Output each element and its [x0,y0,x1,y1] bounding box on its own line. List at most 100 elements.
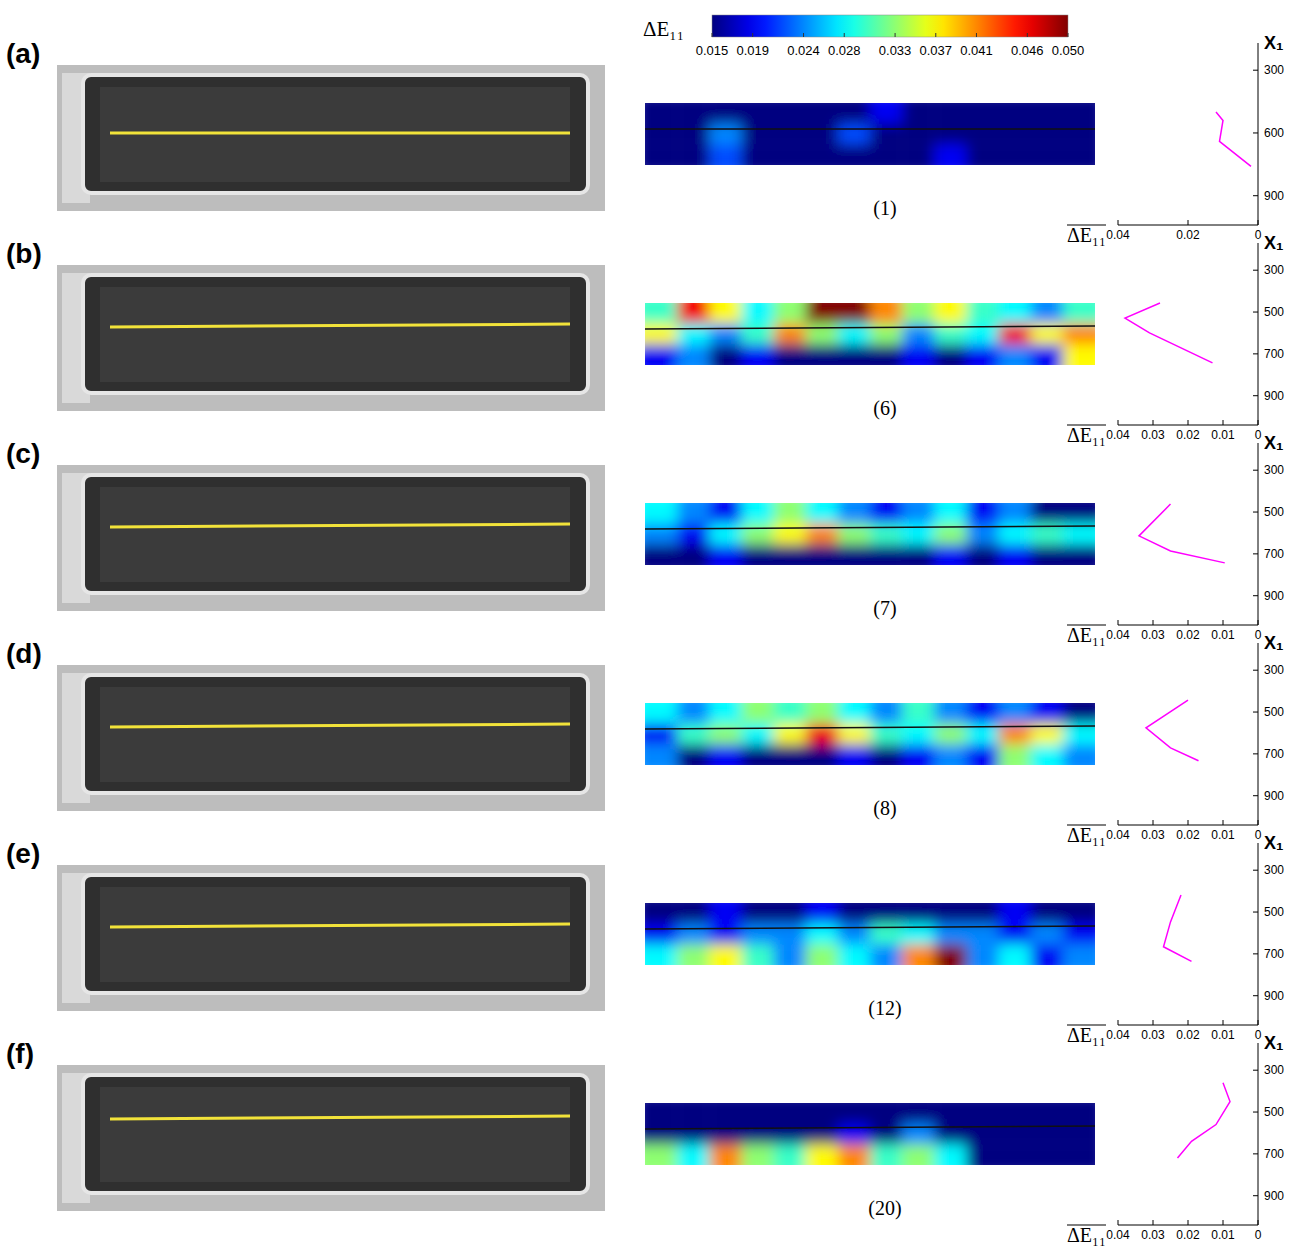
x-tick [1153,1020,1154,1025]
x-tick-label: 0.01 [1211,428,1235,442]
photo-specimen [83,675,588,793]
heatmap [645,103,1095,165]
step-label: (12) [868,997,901,1020]
overline [1067,824,1106,825]
x-tick [1258,420,1259,425]
heatmap-cell [838,344,871,365]
heatmap-cell [645,924,678,945]
heatmap-cells [645,703,1095,765]
step-label: (8) [873,797,896,820]
colorbar-tick-label: 0.033 [879,43,912,58]
x-tick-label: 0.04 [1106,428,1130,442]
photo-texture [100,687,570,782]
heatmap-cell [774,324,807,345]
x-tick-label: 0.03 [1141,1028,1165,1042]
heatmap-cell [741,724,774,745]
heatmap-cell [806,144,839,165]
x-axis-title: ΔE₁₁ [1067,624,1106,646]
photo-background [57,65,605,211]
heatmap-cell [774,1144,807,1165]
heatmap-cell [741,503,774,524]
heatmap-cell [1063,503,1095,524]
heatmap-cell [709,744,742,765]
step-label: (7) [873,597,896,620]
x-tick-label: 0.01 [1211,828,1235,842]
heatmap-cell [902,544,935,565]
y-axis-title: X₁ [1264,833,1283,853]
heatmap-cell [999,503,1032,524]
heatmap-cell [709,103,742,124]
figure: ΔE₁₁0.0150.0190.0240.0280.0330.0370.0410… [0,0,1301,1253]
colorbar-tick-label: 0.041 [960,43,993,58]
photo-background [57,465,605,611]
heatmap-cell [838,303,871,324]
y-tick-label: 700 [1264,547,1284,561]
overline [1067,624,1106,625]
x-tick-label: 0.01 [1211,1028,1235,1042]
heatmap-cell [806,703,839,724]
heatmap-cell [645,344,678,365]
heatmap-cell [774,944,807,965]
overline [1067,1024,1106,1025]
heatmap-cell [966,744,999,765]
y-tick [1253,1112,1258,1113]
overline [1067,1224,1106,1225]
heatmap-cell [677,124,710,145]
colorbar-tick-label: 0.046 [1011,43,1044,58]
heatmap-cell [999,744,1032,765]
y-tick [1253,670,1258,671]
y-tick [1253,132,1258,133]
heatmap-cell [709,544,742,565]
heatmap-cell [741,303,774,324]
heatmap-cell [966,303,999,324]
heatmap-cell [806,103,839,124]
heatmap-cell [966,503,999,524]
colorbar-tick [803,33,804,37]
heatmap-cell [1063,124,1095,145]
x-tick-label: 0 [1255,228,1262,242]
heatmap-cell [709,703,742,724]
photo-texture [100,287,570,382]
x-tick-label: 0.04 [1106,828,1130,842]
colorbar-tick-label: 0.037 [919,43,952,58]
heatmap-cell [709,903,742,924]
heatmap-cell [870,544,903,565]
profile-line [1164,895,1192,961]
x-tick [1258,820,1259,825]
heatmap-cell [1063,944,1095,965]
heatmap-cell [774,744,807,765]
heatmap-cell [741,903,774,924]
x-tick-label: 0.04 [1106,1228,1130,1242]
heatmap-cell [870,744,903,765]
heatmap-cell [934,944,967,965]
y-tick [1253,870,1258,871]
heatmap-cell [677,724,710,745]
x-tick [1188,820,1189,825]
x-tick [1188,620,1189,625]
panel-label: (c) [6,438,40,469]
heatmap-cell [902,1103,935,1124]
x-tick [1153,820,1154,825]
heatmap-cell [902,944,935,965]
colorbar-title: ΔE₁₁ [643,17,684,41]
heatmap-cell [966,903,999,924]
photo-background [57,865,605,1011]
x-tick-label: 0 [1255,628,1262,642]
x-axis-title: ΔE₁₁ [1067,1224,1106,1246]
heatmap-cell [709,344,742,365]
colorbar-tick-label: 0.024 [787,43,820,58]
photo-crack-line [110,924,570,927]
photo-crack-line [110,524,570,527]
heatmap-cell [677,544,710,565]
heatmap-cell [870,344,903,365]
heatmap-cell [645,724,678,745]
heatmap-cell [645,103,678,124]
panel-label: (d) [6,638,42,669]
x-tick-label: 0.03 [1141,428,1165,442]
heatmap-cell [806,944,839,965]
y-tick-label: 500 [1264,1105,1284,1119]
heatmap-cell [645,1144,678,1165]
heatmap-cell [1063,303,1095,324]
photo-crack-line [110,324,570,327]
heatmap-cell [838,124,871,145]
